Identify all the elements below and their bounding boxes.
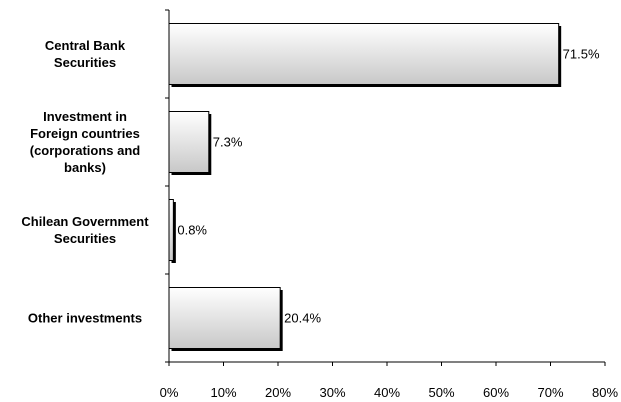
- bar: [168, 111, 210, 173]
- bar-value-label: 0.8%: [177, 223, 207, 238]
- bar-value-label: 20.4%: [284, 311, 321, 326]
- x-tick-label: 70%: [537, 385, 563, 400]
- x-tick-label: 0%: [160, 385, 179, 400]
- category-label: Central Bank Securities: [45, 38, 126, 70]
- category-label: Chilean Government Securities: [21, 214, 149, 246]
- bar: [168, 199, 174, 261]
- x-tick-label: 20%: [265, 385, 291, 400]
- category-label-line: banks): [64, 160, 106, 175]
- category-label-line: Chilean Government: [21, 214, 149, 229]
- category-label-line: Securities: [54, 55, 116, 70]
- x-tick-label: 80%: [592, 385, 618, 400]
- bar-value-label: 71.5%: [563, 47, 600, 62]
- category-label-line: Securities: [54, 231, 116, 246]
- x-axis-ticks: 0% 10% 20% 30% 40% 50% 60% 70% 80%: [160, 9, 618, 400]
- category-label: Other investments: [28, 311, 142, 326]
- bars-layer: [168, 23, 562, 351]
- bar-value-label: 7.3%: [213, 135, 243, 150]
- category-label: Investment in Foreign countries (corporati…: [30, 109, 141, 175]
- x-tick-label: 40%: [374, 385, 400, 400]
- x-tick-label: 60%: [483, 385, 509, 400]
- category-label-line: Foreign countries: [30, 126, 140, 141]
- category-label-line: Investment in: [43, 109, 127, 124]
- category-labels: Central Bank Securities Investment in Forei…: [21, 38, 149, 326]
- bar: [168, 23, 560, 85]
- value-labels: 71.5% 7.3% 0.8% 20.4%: [177, 47, 600, 326]
- x-tick-label: 30%: [319, 385, 345, 400]
- x-tick-label: 10%: [210, 385, 236, 400]
- category-label-line: Other investments: [28, 311, 142, 326]
- x-tick-label: 50%: [428, 385, 454, 400]
- category-label-line: (corporations and: [30, 143, 141, 158]
- category-label-line: Central Bank: [45, 38, 126, 53]
- bar: [168, 287, 281, 349]
